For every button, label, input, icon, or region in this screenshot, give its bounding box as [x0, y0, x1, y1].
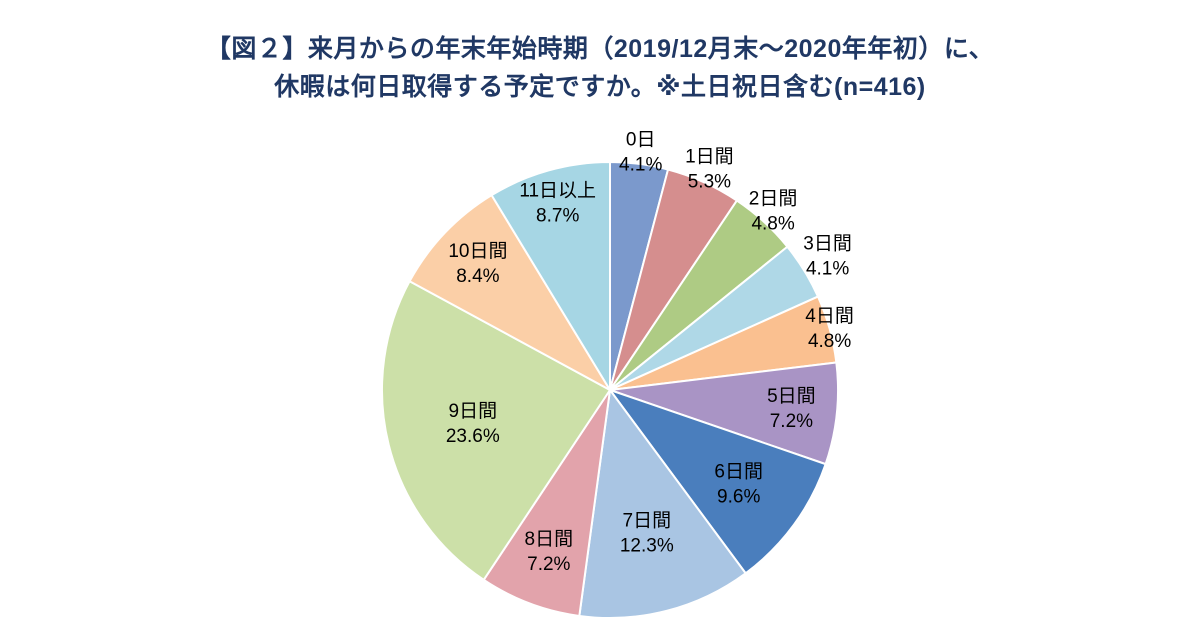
slice-value: 4.8% [808, 331, 851, 352]
slice-label: 10日間 [448, 241, 507, 262]
slice-value: 4.1% [806, 258, 849, 279]
pie-slice-6日間 [609, 389, 827, 575]
slice-value: 4.8% [751, 214, 794, 235]
slice-value: 4.1% [619, 155, 662, 176]
slice-value: 12.3% [620, 536, 674, 557]
slice-label: 4日間 [805, 306, 854, 327]
slice-label: 11日以上 [519, 179, 596, 201]
slice-label: 7日間 [623, 511, 672, 532]
slice-label: 5日間 [767, 386, 816, 407]
slice-label: 2日間 [749, 189, 798, 210]
slice-value: 5.3% [688, 172, 731, 193]
slice-value: 8.7% [536, 205, 579, 226]
chart-title-line2: 休暇は何日取得する予定ですか。※土日祝日含む(n=416) [274, 73, 926, 101]
pie-slice-8日間 [482, 389, 611, 617]
pie-slice-5日間 [609, 361, 839, 466]
pie-slice-9日間 [380, 280, 611, 581]
slice-label: 1日間 [685, 147, 734, 168]
chart-title: 【図２】来月からの年末年始時期（2019/12月末～2020年年初）に、 休暇は… [0, 30, 1200, 106]
pie-slice-10日間 [408, 194, 611, 391]
slice-label: 9日間 [449, 401, 498, 422]
slice-value: 7.2% [527, 554, 570, 575]
pie-slice-11日以上 [490, 161, 611, 391]
slice-label: 3日間 [803, 233, 852, 254]
slice-label: 0日 [626, 130, 656, 151]
pie-slice-7日間 [578, 389, 747, 619]
chart-title-line1: 【図２】来月からの年末年始時期（2019/12月末～2020年年初）に、 [205, 35, 995, 63]
slice-value: 7.2% [770, 411, 813, 432]
slice-value: 8.4% [456, 266, 499, 287]
slice-label: 6日間 [714, 461, 763, 482]
slice-value: 23.6% [446, 426, 500, 447]
slice-label: 8日間 [525, 529, 574, 550]
slice-value: 9.6% [717, 486, 760, 507]
